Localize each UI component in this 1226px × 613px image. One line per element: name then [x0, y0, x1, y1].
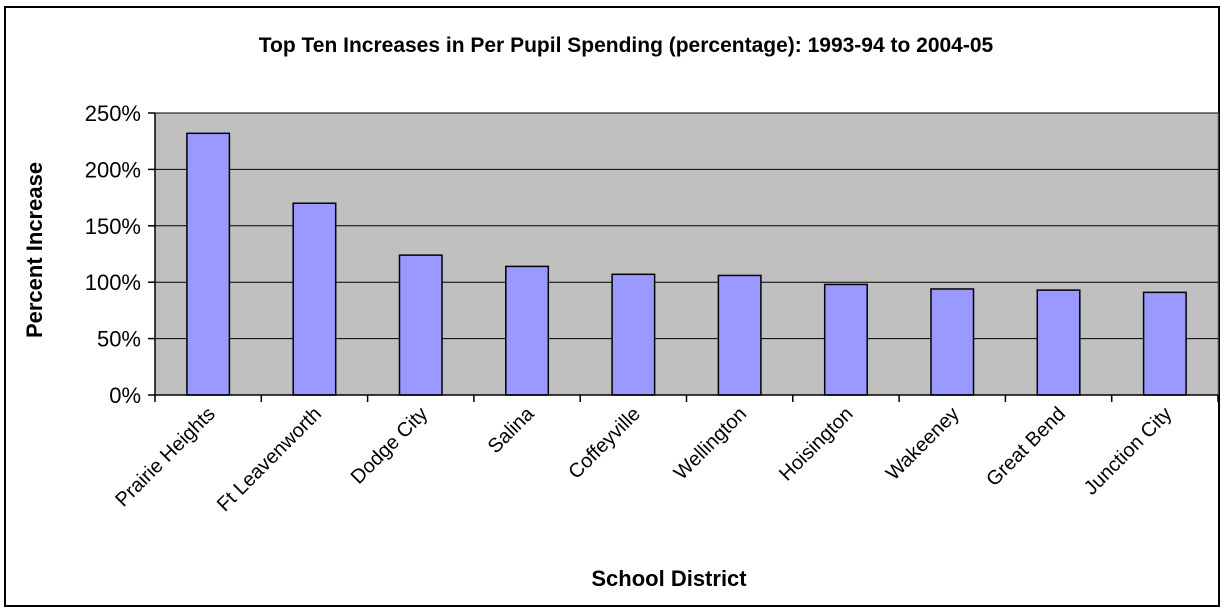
bar	[930, 288, 975, 396]
x-tick-label: Wakeeney	[882, 403, 964, 485]
x-tick-label: Dodge City	[347, 403, 433, 489]
axes	[148, 112, 1219, 402]
y-tick-label: 150%	[85, 214, 141, 239]
y-tick-label: 250%	[85, 101, 141, 126]
y-axis-title: Percent Increase	[22, 162, 47, 338]
bar	[398, 254, 443, 396]
bar	[1142, 291, 1187, 396]
bar	[186, 132, 231, 396]
bar	[505, 265, 550, 396]
y-tick-label: 50%	[97, 327, 141, 352]
x-tick-label: Prairie Heights	[111, 403, 219, 511]
y-tick-label: 0%	[109, 383, 141, 408]
x-tick-label: Junction City	[1080, 403, 1177, 500]
bar	[823, 283, 868, 396]
bar	[1036, 289, 1081, 396]
x-tick-label: Salina	[484, 402, 539, 457]
x-tick-label: Hoisington	[775, 403, 857, 485]
bar	[611, 273, 656, 396]
y-tick-label: 100%	[85, 270, 141, 295]
x-tick-label: Ft Leavenworth	[213, 403, 326, 516]
bar	[717, 274, 762, 396]
y-tick-label: 200%	[85, 157, 141, 182]
x-tick-label: Wellington	[670, 403, 751, 484]
bar	[292, 202, 337, 396]
x-tick-label: Great Bend	[982, 403, 1070, 491]
x-tick-label: Coffeyville	[564, 403, 645, 484]
x-axis-title: School District	[591, 566, 747, 591]
bars	[186, 132, 1187, 396]
y-tick-labels: 0% 50% 100% 150% 200% 250%	[85, 101, 141, 408]
chart-title: Top Ten Increases in Per Pupil Spending …	[259, 34, 994, 57]
